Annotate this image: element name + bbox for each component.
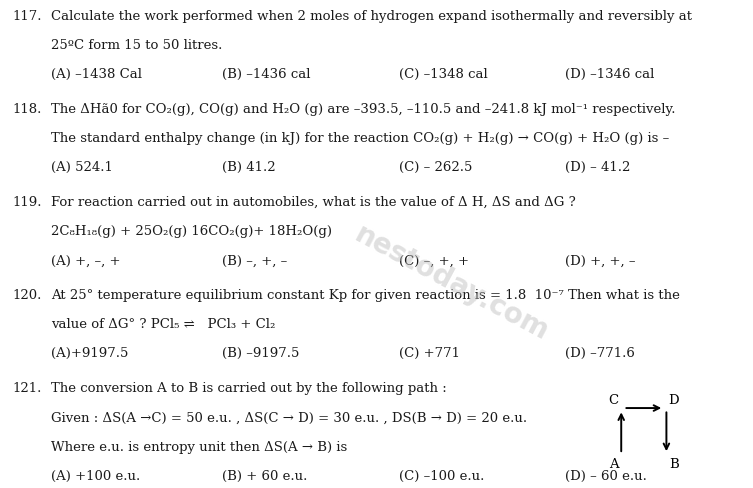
Text: (A)+9197.5: (A)+9197.5 — [51, 346, 129, 360]
Text: (D) – 60 e.u.: (D) – 60 e.u. — [565, 468, 647, 482]
Text: (B) + 60 e.u.: (B) + 60 e.u. — [222, 468, 307, 482]
Text: (C) –100 e.u.: (C) –100 e.u. — [399, 468, 484, 482]
Text: (A) 524.1: (A) 524.1 — [51, 161, 113, 174]
Text: (A) –1438 Cal: (A) –1438 Cal — [51, 68, 142, 81]
Text: (C) +771: (C) +771 — [399, 346, 460, 360]
Text: (B) –9197.5: (B) –9197.5 — [222, 346, 300, 360]
Text: For reaction carried out in automobiles, what is the value of Δ H, ΔS and ΔG ?: For reaction carried out in automobiles,… — [51, 196, 576, 209]
Text: (A) +100 e.u.: (A) +100 e.u. — [51, 468, 141, 482]
Text: 2C₈H₁₈(g) + 25O₂(g) 16CO₂(g)+ 18H₂O(g): 2C₈H₁₈(g) + 25O₂(g) 16CO₂(g)+ 18H₂O(g) — [51, 224, 332, 238]
Text: (C) –1348 cal: (C) –1348 cal — [399, 68, 488, 81]
Text: (D) +, +, –: (D) +, +, – — [565, 254, 636, 267]
Text: 117.: 117. — [12, 10, 41, 23]
Text: (A) +, –, +: (A) +, –, + — [51, 254, 120, 267]
Text: 25ºC form 15 to 50 litres.: 25ºC form 15 to 50 litres. — [51, 39, 223, 52]
Text: 118.: 118. — [12, 103, 41, 116]
Text: nestoday.com: nestoday.com — [350, 220, 553, 346]
Text: D: D — [669, 393, 679, 406]
Text: (C) –, +, +: (C) –, +, + — [399, 254, 469, 267]
Text: The conversion A to B is carried out by the following path :: The conversion A to B is carried out by … — [51, 382, 447, 395]
Text: Given : ΔS(A →C) = 50 e.u. , ΔS(C → D) = 30 e.u. , DS(B → D) = 20 e.u.: Given : ΔS(A →C) = 50 e.u. , ΔS(C → D) =… — [51, 411, 527, 424]
Text: Where e.u. is entropy unit then ΔS(A → B) is: Where e.u. is entropy unit then ΔS(A → B… — [51, 440, 347, 453]
Text: (B) –, +, –: (B) –, +, – — [222, 254, 288, 267]
Text: 119.: 119. — [12, 196, 41, 209]
Text: (D) – 41.2: (D) – 41.2 — [565, 161, 630, 174]
Text: The standard enthalpy change (in kJ) for the reaction CO₂(g) + H₂(g) → CO(g) + H: The standard enthalpy change (in kJ) for… — [51, 132, 669, 145]
Text: (D) –1346 cal: (D) –1346 cal — [565, 68, 654, 81]
Text: A: A — [609, 458, 618, 470]
Text: 120.: 120. — [12, 289, 41, 302]
Text: B: B — [669, 458, 678, 470]
Text: (C) – 262.5: (C) – 262.5 — [399, 161, 472, 174]
Text: C: C — [608, 393, 619, 406]
Text: The ΔHã0 for CO₂(g), CO(g) and H₂O (g) are –393.5, –110.5 and –241.8 kJ mol⁻¹ re: The ΔHã0 for CO₂(g), CO(g) and H₂O (g) a… — [51, 103, 675, 116]
Text: (B) –1436 cal: (B) –1436 cal — [222, 68, 311, 81]
Text: (D) –771.6: (D) –771.6 — [565, 346, 635, 360]
Text: value of ΔG° ? PCl₅ ⇌   PCl₃ + Cl₂: value of ΔG° ? PCl₅ ⇌ PCl₃ + Cl₂ — [51, 318, 276, 331]
Text: (B) 41.2: (B) 41.2 — [222, 161, 276, 174]
Text: Calculate the work performed when 2 moles of hydrogen expand isothermally and re: Calculate the work performed when 2 mole… — [51, 10, 692, 23]
Text: 121.: 121. — [12, 382, 41, 395]
Text: At 25° temperature equilibrium constant Kp for given reaction is = 1.8  10⁻⁷ The: At 25° temperature equilibrium constant … — [51, 289, 680, 302]
